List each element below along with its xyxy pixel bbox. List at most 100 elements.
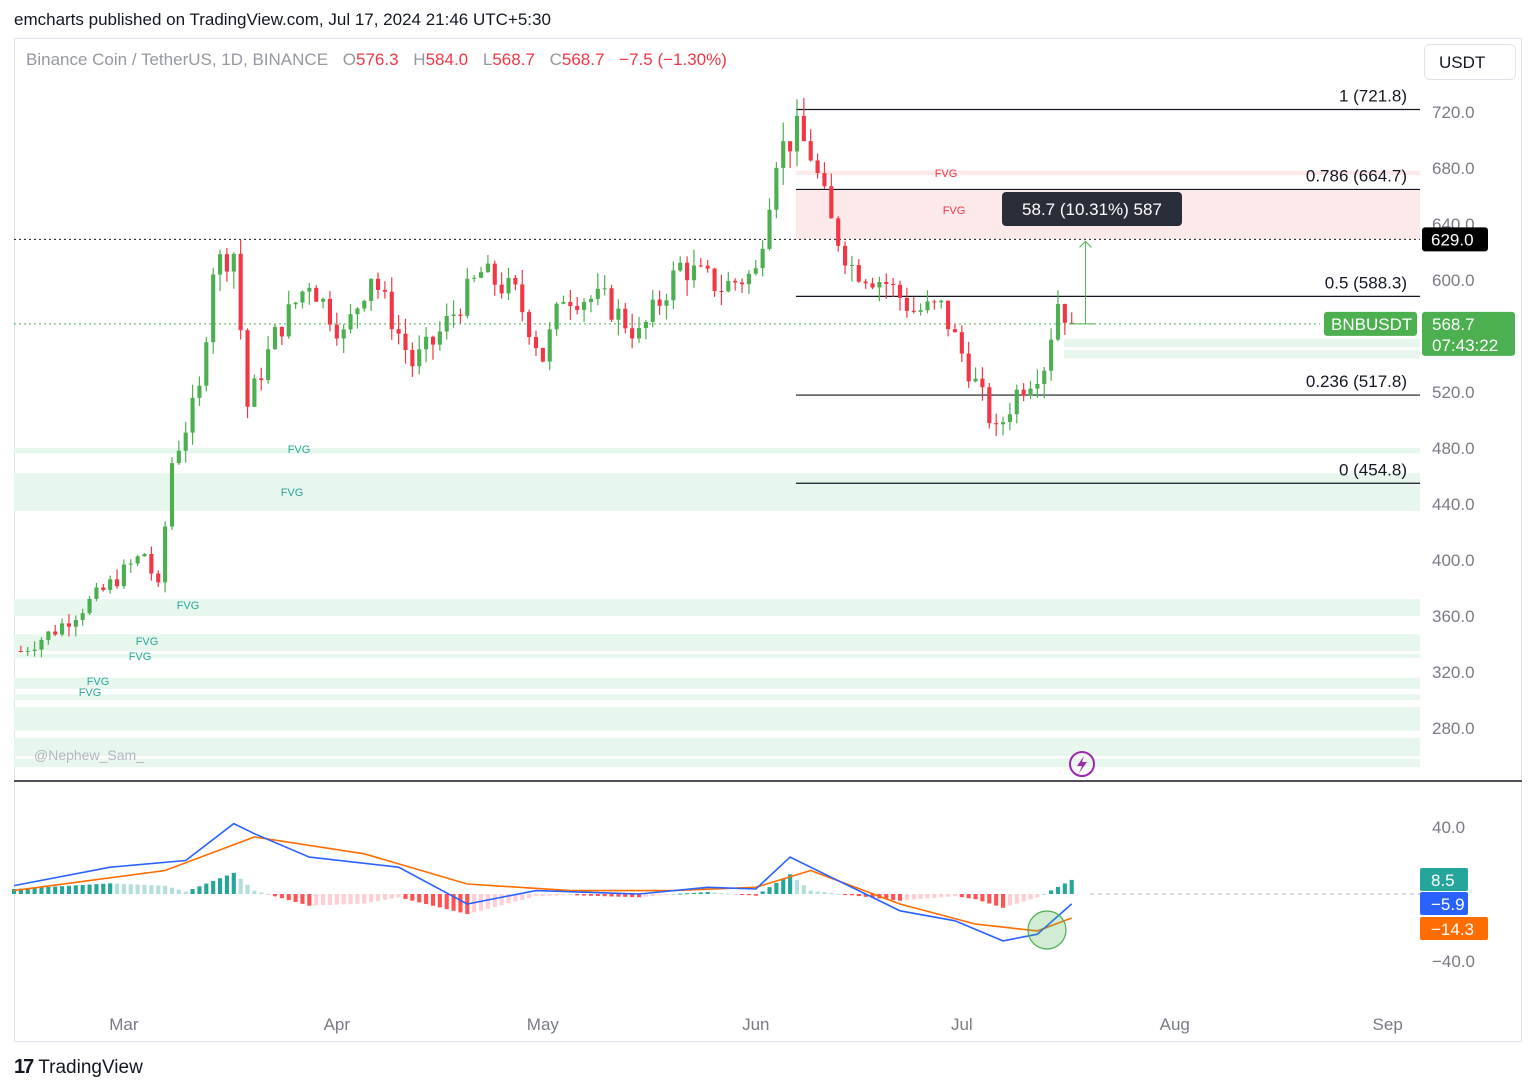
macd-histogram-bar <box>114 883 120 894</box>
macd-histogram-bar <box>520 894 525 900</box>
macd-histogram-bar <box>959 894 964 898</box>
measure-tooltip <box>1002 192 1182 226</box>
candle-body <box>547 329 552 362</box>
macd-histogram-bar <box>25 888 30 894</box>
time-axis-tick: May <box>527 1015 560 1034</box>
candle-body <box>238 253 243 331</box>
price-axis-tick: 720.0 <box>1432 103 1475 122</box>
candle-body <box>863 281 868 284</box>
candle-body <box>53 631 58 635</box>
fvg-zone <box>14 599 1420 616</box>
candle-body <box>430 336 436 345</box>
macd-axis-tick: 40.0 <box>1432 818 1465 837</box>
fvg-zone <box>14 634 1420 651</box>
candle-body <box>108 579 113 590</box>
candle-body <box>877 282 882 288</box>
candle-body <box>746 273 751 285</box>
macd-histogram-bar <box>499 894 504 906</box>
candle-body <box>499 284 504 294</box>
high-label: H <box>413 50 426 69</box>
macd-histogram-bar <box>952 894 958 897</box>
macd-histogram-bar <box>176 889 181 894</box>
candle-body <box>375 278 381 290</box>
macd-histogram-bar <box>307 894 312 906</box>
tradingview-logo-icon: 17 <box>14 1056 34 1078</box>
candle-body <box>417 349 422 367</box>
candle-body <box>396 329 401 334</box>
macd-histogram-bar <box>245 884 250 894</box>
time-axis-tick: Aug <box>1160 1015 1190 1034</box>
macd-histogram-bar <box>685 893 690 895</box>
macd-histogram-bar <box>657 894 662 896</box>
chart-frame <box>14 38 1522 1042</box>
candle-body <box>808 141 813 161</box>
candle-body <box>994 423 999 425</box>
candle-body <box>142 553 147 557</box>
macd-histogram-bar <box>849 894 854 896</box>
fvg-label: FVG <box>935 168 958 180</box>
macd-histogram-bar <box>375 894 381 902</box>
candle-body <box>897 284 903 298</box>
macd-histogram-bar <box>355 894 360 904</box>
macd-histogram-bar <box>492 894 497 907</box>
macd-histogram-bar <box>272 894 278 897</box>
open-label: O <box>342 50 357 69</box>
fib-level-label: 0.786 (664.7) <box>1306 166 1407 185</box>
candle-body <box>918 310 923 312</box>
macd-histogram-bar <box>1000 894 1006 908</box>
macd-histogram-bar <box>678 893 683 895</box>
macd-histogram-bar <box>843 894 848 895</box>
price-axis-tick: 520.0 <box>1432 383 1475 402</box>
macd-histogram-bar <box>183 891 188 894</box>
macd-histogram-bar <box>595 894 600 897</box>
macd-histogram-bar <box>197 886 202 894</box>
fvg-zone <box>14 694 1420 700</box>
lightning-icon-bolt <box>1077 756 1087 773</box>
candle-body <box>245 330 250 407</box>
candle-body <box>389 291 394 330</box>
macd-histogram-bar <box>801 885 806 894</box>
currency-button[interactable]: USDT <box>1424 44 1516 80</box>
candle-body <box>348 314 353 330</box>
macd-histogram-bar <box>739 894 745 895</box>
candle-body <box>657 299 662 306</box>
macd-histogram-tag <box>1420 868 1468 891</box>
macd-histogram-bar <box>11 888 17 894</box>
fvg-label: FVG <box>288 444 311 456</box>
candle-body <box>1007 414 1012 423</box>
candle-body <box>286 304 291 337</box>
tradingview-brand: TradingView <box>38 1056 143 1078</box>
macd-histogram-bar <box>561 894 566 896</box>
candle-body <box>575 305 580 310</box>
candle-body <box>224 254 229 272</box>
candle-body <box>1014 389 1019 415</box>
macd-histogram-bar <box>73 885 78 894</box>
candle-body <box>472 277 477 279</box>
price-axis-tick: 280.0 <box>1432 719 1475 738</box>
candle-body <box>966 353 971 382</box>
candle-body <box>163 526 168 583</box>
price-axis-tick: 360.0 <box>1432 607 1475 626</box>
macd-histogram-bar <box>664 894 669 895</box>
candle-body <box>822 173 827 187</box>
macd-histogram-bar <box>870 894 875 898</box>
candle-body <box>465 278 470 316</box>
candle-body <box>101 587 106 590</box>
macd-histogram-tag-text: 8.5 <box>1431 871 1455 890</box>
macd-value-tag-text: −5.9 <box>1431 895 1465 914</box>
macd-histogram-bar <box>424 894 429 905</box>
macd-histogram-bar <box>636 894 642 898</box>
tradingview-logo[interactable]: 17 TradingView <box>14 1056 143 1079</box>
candle-body <box>1055 303 1061 340</box>
candle-body <box>959 332 964 354</box>
candle-body <box>650 299 655 322</box>
candle-body <box>197 385 202 398</box>
macd-histogram-bar <box>588 894 593 896</box>
candle-body <box>444 316 449 332</box>
candle-body <box>767 209 772 249</box>
macd-histogram-bar <box>458 894 463 913</box>
macd-histogram-bar <box>698 892 703 894</box>
macd-histogram-bar <box>932 894 937 898</box>
candle-body <box>204 342 209 386</box>
